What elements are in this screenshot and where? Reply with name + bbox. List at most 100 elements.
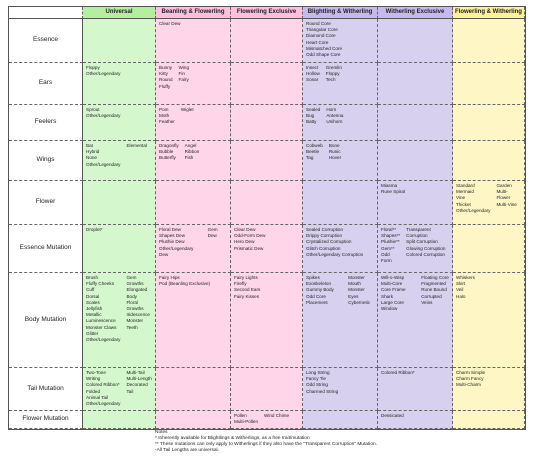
row-label: Ears bbox=[9, 63, 83, 105]
item: Cybernetic bbox=[348, 299, 371, 305]
item-column: Droplet* bbox=[86, 227, 103, 270]
cell: Whiskers Skirt Veil Halo bbox=[453, 273, 525, 368]
item-column: Sealed Bug Batty bbox=[306, 107, 320, 138]
item: Other/Legendary bbox=[86, 401, 121, 407]
item: Diamond Core bbox=[306, 33, 336, 39]
item: Whiskers bbox=[456, 275, 475, 280]
item: Gem** bbox=[381, 245, 395, 251]
item-column: Floating Core Fragmented Rune Bound Corrupt… bbox=[421, 275, 449, 365]
cell bbox=[453, 105, 525, 141]
item: Round bbox=[159, 77, 173, 83]
cell bbox=[453, 63, 525, 105]
row-label: Tail Mutation bbox=[9, 368, 83, 411]
cell: Long String Fancy Tie Odd String Charmed St… bbox=[303, 368, 378, 411]
note-line: -All Tail Lengths are universal. bbox=[155, 448, 219, 453]
item-column: Clear Dew bbox=[159, 21, 180, 60]
item: Miasma bbox=[381, 183, 398, 188]
cell: Pom Moth Feather Wiglet bbox=[156, 105, 231, 141]
row-label: Essence Mutation bbox=[9, 225, 83, 273]
item: Other/Legendary bbox=[86, 337, 121, 343]
item-column: Spikes Exoskeleton Gummy Body Odd Core Plac… bbox=[306, 275, 342, 365]
item: Pom bbox=[159, 107, 169, 112]
item-column: Monster Mouth Monster Eyes Cybernetic bbox=[348, 275, 374, 365]
row-label: Essence bbox=[9, 19, 83, 63]
cell bbox=[378, 63, 453, 105]
item: Horn bbox=[326, 107, 337, 112]
item: Animal Tail bbox=[86, 394, 109, 400]
cell: Bat Hybrid None Other/Legendary Elemental bbox=[83, 141, 156, 181]
item: Mermaid bbox=[456, 189, 474, 195]
cell bbox=[303, 181, 378, 225]
item-column: Dragonfly Bubble Butterfly bbox=[159, 143, 179, 178]
cell: Cobweb Beetle Tag Bone Runic Hover bbox=[303, 141, 378, 181]
item: Large Core Window bbox=[381, 299, 404, 312]
cell bbox=[83, 19, 156, 63]
item-column: Miasma Rune Spiral bbox=[381, 183, 405, 222]
item: Clear Dew bbox=[159, 21, 181, 26]
item-column: Fairy Hips Pod (Beanling Exclusive) bbox=[159, 275, 210, 365]
item: Dessicated bbox=[381, 413, 404, 418]
cell: Pollen Multi-Pollen Wind Chime bbox=[231, 411, 303, 429]
item: Glitter bbox=[86, 330, 99, 336]
item: Exoskeleton bbox=[306, 281, 332, 287]
item: Wiglet bbox=[180, 107, 194, 112]
cell bbox=[453, 19, 525, 63]
column-header: Witherling Exclusive bbox=[378, 7, 453, 19]
notes-title: Notes bbox=[155, 430, 168, 435]
cell: Sealed Bug Batty Horn Antenna Unihorn bbox=[303, 105, 378, 141]
item: Sonar bbox=[306, 77, 319, 83]
note-line: * Inherently available for Blightlings &… bbox=[155, 436, 310, 441]
item: Pollen bbox=[234, 413, 247, 418]
item-column: Will-o-Wisp Multi-Core Core Frame Shark Larg… bbox=[381, 275, 415, 365]
item-column: Whiskers Skirt Veil Halo bbox=[456, 275, 475, 365]
item: Fairy bbox=[178, 77, 189, 83]
cell: Bunny Kitty Round Fluffy Wing Fin Fairy bbox=[156, 63, 231, 105]
item: Metallic bbox=[86, 312, 102, 318]
item-column: Round Core Triangular Core Diamond Core Hea… bbox=[306, 21, 342, 60]
cell bbox=[231, 19, 303, 63]
item-column: Cobweb Beetle Tag bbox=[306, 143, 323, 178]
item: Elongated Body bbox=[126, 287, 148, 299]
item: Sealed Corruption bbox=[306, 227, 344, 232]
item-column: Pollen Multi-Pollen bbox=[234, 413, 258, 426]
item: Odd Shape Core bbox=[306, 52, 341, 58]
item: Fancy Tie bbox=[306, 376, 326, 382]
item-column: Garden Multi-Flower Multi-Vine bbox=[496, 183, 521, 222]
item: Feather bbox=[159, 119, 175, 125]
item: Crystalized Corruption bbox=[306, 239, 352, 245]
item: Cobweb bbox=[306, 143, 323, 148]
cell: Round Core Triangular Core Diamond Core Hea… bbox=[303, 19, 378, 63]
item: Gremlin bbox=[325, 65, 342, 70]
item: Sprout bbox=[86, 107, 100, 112]
item: Bone bbox=[328, 143, 340, 148]
item: Monster Eyes bbox=[348, 287, 365, 299]
cell: Fairy Hips Pod (Beanling Exclusive) bbox=[156, 273, 231, 368]
item: Floppy bbox=[325, 71, 340, 77]
item: Odd Core Placement bbox=[306, 293, 328, 305]
column-header: Universal bbox=[83, 7, 156, 19]
item: Wing bbox=[178, 65, 190, 70]
item: Batty bbox=[306, 119, 317, 125]
item: Tech bbox=[325, 77, 336, 83]
item: Floral Dew bbox=[159, 227, 181, 232]
item: Gem Growths bbox=[126, 275, 144, 287]
cell bbox=[156, 411, 231, 429]
cell: Floral** Shapes** Plushie** Gem** Odd Form Tr… bbox=[378, 225, 453, 273]
column-header: Flowerling Exclusive bbox=[231, 7, 303, 19]
item: Other/Legendary bbox=[86, 113, 121, 119]
item: Other/Legendary bbox=[456, 207, 491, 213]
item: Standard bbox=[456, 183, 475, 188]
item: Garden bbox=[496, 183, 512, 188]
item: Rune Spiral bbox=[381, 189, 406, 195]
cell: Spikes Exoskeleton Gummy Body Odd Core Plac… bbox=[303, 273, 378, 368]
item: Colored Corruption bbox=[406, 251, 445, 257]
row-label: Flower bbox=[9, 181, 83, 225]
corner-header bbox=[9, 7, 83, 19]
cell bbox=[83, 181, 156, 225]
item: Multi-Vine bbox=[496, 201, 517, 207]
item: Colored Ribbon* bbox=[381, 370, 415, 375]
item-column: Gem Dew bbox=[208, 227, 227, 270]
item: Wind Chime bbox=[264, 413, 290, 418]
cell: Floppy Other/Legendary bbox=[83, 63, 156, 105]
item: Long String bbox=[306, 370, 330, 375]
